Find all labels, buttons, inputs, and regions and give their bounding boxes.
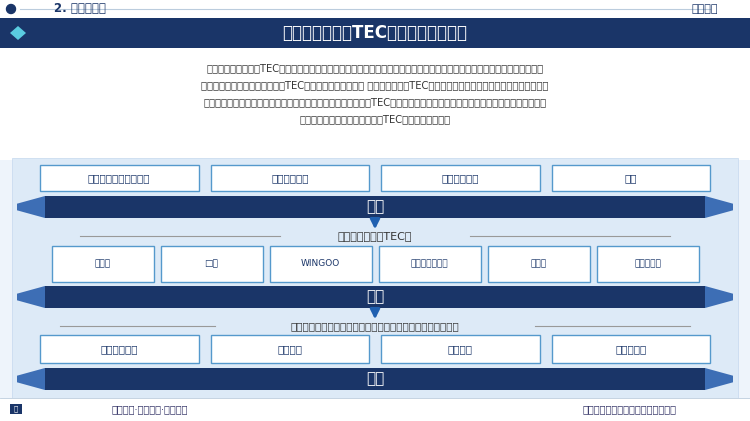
Text: 精品研报·专题定制·产研服务: 精品研报·专题定制·产研服务 <box>112 404 188 414</box>
Bar <box>551 165 710 191</box>
Bar <box>211 335 369 363</box>
Text: 半导体制冷片（TEC）行业产业链图谱: 半导体制冷片（TEC）行业产业链图谱 <box>283 24 467 42</box>
Text: 医疗实验: 医疗实验 <box>448 344 472 354</box>
Text: 其它: 其它 <box>625 173 637 183</box>
Bar <box>269 246 371 282</box>
Polygon shape <box>705 286 733 308</box>
Text: WINGOO: WINGOO <box>301 259 340 269</box>
Bar <box>0 18 750 48</box>
Text: 下游主要集中在电子电器行业、通信、汽车、医疗实验等领域: 下游主要集中在电子电器行业、通信、汽车、医疗实验等领域 <box>291 321 459 331</box>
Text: 富连京: 富连京 <box>94 259 110 269</box>
Text: 智: 智 <box>13 406 18 412</box>
Bar <box>0 0 750 18</box>
Bar <box>160 246 262 282</box>
Bar <box>381 335 539 363</box>
Bar <box>40 335 199 363</box>
Text: 半导体制冷片（TEC）行业产业链包括上游原材料、设备供应以及人力技术支持；上游产业链的原材料供给规模、材料价: 半导体制冷片（TEC）行业产业链包括上游原材料、设备供应以及人力技术支持；上游产… <box>206 63 544 73</box>
Text: 资料来源：公开资料、智研咨询整理: 资料来源：公开资料、智研咨询整理 <box>583 404 677 414</box>
Text: 腹痛陶瓷基板: 腹痛陶瓷基板 <box>271 173 308 183</box>
Text: 格、工艺水平对半导体制冷片（TEC）行业存在重大影响。 半导体制冷片（TEC）行业下游主要集中在电子电器行业、通信、: 格、工艺水平对半导体制冷片（TEC）行业存在重大影响。 半导体制冷片（TEC）行… <box>201 80 549 90</box>
Text: 智研咨询: 智研咨询 <box>692 4 718 14</box>
Bar <box>379 246 481 282</box>
Bar <box>40 165 199 191</box>
Bar <box>551 335 710 363</box>
Bar <box>381 165 539 191</box>
Bar <box>211 165 369 191</box>
Bar <box>52 246 154 282</box>
Text: 2. 行业产业链: 2. 行业产业链 <box>54 3 106 16</box>
Text: 半导体密封胶: 半导体密封胶 <box>442 173 479 183</box>
Text: 沈阳某某新能源: 沈阳某某新能源 <box>411 259 448 269</box>
Polygon shape <box>17 286 45 308</box>
Bar <box>45 368 705 390</box>
Text: 汽车领域等: 汽车领域等 <box>615 344 646 354</box>
Circle shape <box>7 5 16 13</box>
Text: 汽车、医疗实验等领域。下游市场的规模发展为半导体制冷片（TEC）行业创造了客观的新增市场容量，同时下游产业的结构升: 汽车、医疗实验等领域。下游市场的规模发展为半导体制冷片（TEC）行业创造了客观的… <box>203 97 547 107</box>
Text: 级，有助于驱动半导体制冷片（TEC）行业技术进步。: 级，有助于驱动半导体制冷片（TEC）行业技术进步。 <box>299 114 451 124</box>
Text: 青蛙缘: 青蛙缘 <box>530 259 547 269</box>
Text: 热电材料（碲化铋等）: 热电材料（碲化铋等） <box>88 173 151 183</box>
Polygon shape <box>705 196 733 218</box>
Polygon shape <box>10 26 26 40</box>
Text: 中游: 中游 <box>366 290 384 304</box>
Bar <box>45 286 705 308</box>
Bar <box>12 158 738 406</box>
Bar <box>596 246 698 282</box>
Text: 半导体制冷片（TEC）: 半导体制冷片（TEC） <box>338 231 412 241</box>
Polygon shape <box>17 368 45 390</box>
Bar <box>10 404 22 414</box>
Text: 通信领域: 通信领域 <box>278 344 302 354</box>
Text: 电子电器行业: 电子电器行业 <box>100 344 138 354</box>
Bar <box>45 196 705 218</box>
Polygon shape <box>17 196 45 218</box>
Bar <box>0 398 750 421</box>
Text: 江西北冰洋: 江西北冰洋 <box>634 259 661 269</box>
Text: 上游: 上游 <box>366 200 384 215</box>
Text: □信: □信 <box>205 259 218 269</box>
Bar <box>488 246 590 282</box>
Bar <box>0 48 750 160</box>
Polygon shape <box>705 368 733 390</box>
Text: 下游: 下游 <box>366 371 384 386</box>
